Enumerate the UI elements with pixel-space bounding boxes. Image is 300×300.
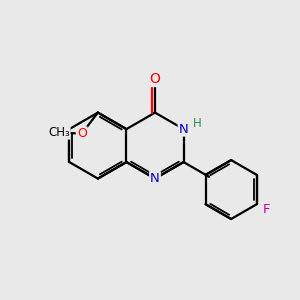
Text: CH₃: CH₃ [48,126,70,139]
Text: H: H [192,117,201,130]
Text: N: N [179,123,188,136]
Text: O: O [150,72,160,86]
Text: N: N [150,172,160,185]
Text: F: F [262,203,270,216]
Text: O: O [77,127,87,140]
